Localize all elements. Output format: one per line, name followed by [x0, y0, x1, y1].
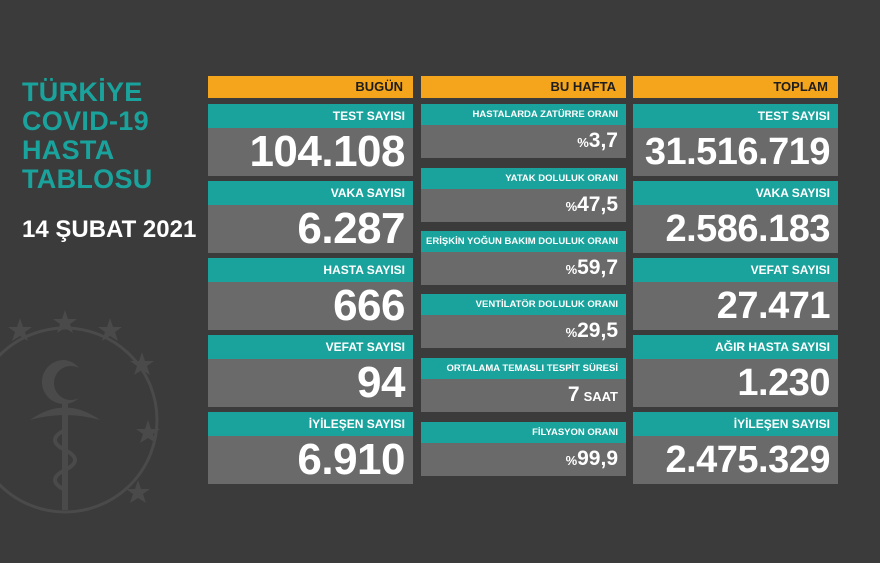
today-card-patients: HASTA SAYISI 666 — [208, 258, 413, 330]
week-card-icu: ERİŞKİN YOĞUN BAKIM DOLULUK ORANI %59,7 — [421, 231, 626, 285]
today-card-cases: VAKA SAYISI 6.287 — [208, 181, 413, 253]
stat-label: İYİLEŞEN SAYISI — [633, 412, 838, 436]
stat-label: VAKA SAYISI — [208, 181, 413, 205]
today-card-recovered: İYİLEŞEN SAYISI 6.910 — [208, 412, 413, 484]
stat-label: AĞIR HASTA SAYISI — [633, 335, 838, 359]
total-column: TOPLAM TEST SAYISI 31.516.719 VAKA SAYIS… — [633, 76, 838, 484]
week-card-filiation: FİLYASYON ORANI %99,9 — [421, 422, 626, 476]
stat-value: 104.108 — [249, 127, 405, 176]
today-column: BUGÜN TEST SAYISI 104.108 VAKA SAYISI 6.… — [208, 76, 413, 484]
stat-value: %99,9 — [565, 447, 618, 470]
stat-label: VAKA SAYISI — [633, 181, 838, 205]
stat-value: 2.475.329 — [665, 439, 830, 481]
stat-value: 94 — [357, 358, 405, 407]
week-header: BU HAFTA — [421, 76, 626, 98]
ministry-emblem-icon — [0, 310, 160, 514]
total-header: TOPLAM — [633, 76, 838, 98]
today-card-test: TEST SAYISI 104.108 — [208, 104, 413, 176]
stat-label: HASTA SAYISI — [208, 258, 413, 282]
stat-value: 666 — [333, 281, 405, 330]
title-line: TÜRKİYE — [22, 77, 143, 107]
week-card-contact: ORTALAMA TEMASLI TESPİT SÜRESİ 7 SAAT — [421, 358, 626, 412]
stat-label: ORTALAMA TEMASLI TESPİT SÜRESİ — [421, 358, 626, 379]
title-line: TABLOSU — [22, 164, 153, 194]
stat-label: ERİŞKİN YOĞUN BAKIM DOLULUK ORANI — [421, 231, 626, 252]
stat-label: FİLYASYON ORANI — [421, 422, 626, 443]
stat-value: %59,7 — [565, 256, 618, 279]
week-card-bed: YATAK DOLULUK ORANI %47,5 — [421, 168, 626, 222]
week-card-ventilator: VENTİLATÖR DOLULUK ORANI %29,5 — [421, 294, 626, 348]
report-date: 14 ŞUBAT 2021 — [22, 216, 197, 243]
stat-label: VEFAT SAYISI — [633, 258, 838, 282]
total-card-cases: VAKA SAYISI 2.586.183 — [633, 181, 838, 253]
title-line: HASTA — [22, 135, 115, 165]
stat-value: 6.287 — [297, 204, 405, 253]
stat-value: %29,5 — [565, 319, 618, 342]
stat-value: 7 SAAT — [567, 383, 618, 406]
stat-label: TEST SAYISI — [208, 104, 413, 128]
stat-value: 2.586.183 — [665, 208, 830, 250]
stat-label: HASTALARDA ZATÜRRE ORANI — [421, 104, 626, 125]
today-header: BUGÜN — [208, 76, 413, 98]
total-card-recovered: İYİLEŞEN SAYISI 2.475.329 — [633, 412, 838, 484]
total-card-critical: AĞIR HASTA SAYISI 1.230 — [633, 335, 838, 407]
stat-value: %47,5 — [565, 193, 618, 216]
stat-label: YATAK DOLULUK ORANI — [421, 168, 626, 189]
today-card-deaths: VEFAT SAYISI 94 — [208, 335, 413, 407]
stat-value: 6.910 — [297, 435, 405, 484]
stat-value: %3,7 — [577, 129, 618, 152]
page-title: TÜRKİYE COVID-19 HASTA TABLOSU — [22, 78, 153, 194]
total-card-test: TEST SAYISI 31.516.719 — [633, 104, 838, 176]
stat-value: 31.516.719 — [644, 131, 831, 173]
week-column: BU HAFTA HASTALARDA ZATÜRRE ORANI %3,7 Y… — [421, 76, 626, 476]
total-card-deaths: VEFAT SAYISI 27.471 — [633, 258, 838, 330]
stat-label: VEFAT SAYISI — [208, 335, 413, 359]
stat-value: 1.230 — [737, 362, 830, 404]
title-line: COVID-19 — [22, 106, 149, 136]
week-card-pneumonia: HASTALARDA ZATÜRRE ORANI %3,7 — [421, 104, 626, 158]
stat-label: TEST SAYISI — [633, 104, 838, 128]
stat-value: 27.471 — [716, 285, 831, 327]
stat-label: İYİLEŞEN SAYISI — [208, 412, 413, 436]
stat-label: VENTİLATÖR DOLULUK ORANI — [421, 294, 626, 315]
